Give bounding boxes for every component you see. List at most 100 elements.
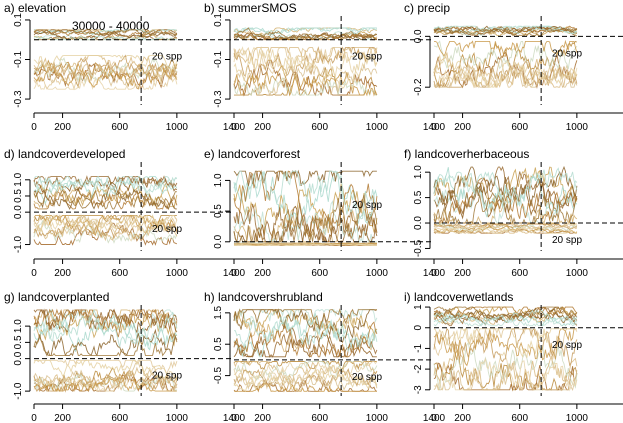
species-trace — [234, 67, 378, 97]
panel-title: a) elevation — [4, 1, 66, 15]
species-trace — [33, 308, 178, 352]
species-trace — [33, 175, 178, 205]
species-count-label: 20 spp — [352, 200, 382, 211]
species-trace — [233, 33, 378, 41]
panel-title: e) landcoverforest — [204, 147, 301, 161]
species-trace — [433, 177, 578, 224]
species-count-label: 20 spp — [152, 52, 182, 63]
species-trace — [433, 223, 578, 230]
species-count-label: 20 spp — [352, 372, 382, 383]
x-tick-label: 1400 — [223, 122, 246, 133]
y-tick-label: 0.0 — [413, 29, 424, 43]
species-trace — [33, 361, 178, 393]
species-trace — [433, 40, 578, 89]
species-trace — [33, 220, 178, 241]
x-tick-label: 600 — [111, 122, 128, 133]
species-trace — [433, 61, 578, 89]
species-trace — [233, 327, 378, 358]
x-tick-label: 600 — [511, 122, 528, 133]
panel-title: g) landcoverplanted — [4, 290, 109, 304]
x-tick-label: 600 — [311, 122, 328, 133]
species-trace — [433, 306, 578, 320]
panel-5: e) landcoverforest 0.0 0.5 1.0 0 200 600 1000 14… — [204, 147, 446, 279]
species-trace — [233, 59, 378, 97]
x-tick-label: 1400 — [423, 413, 446, 423]
species-trace — [233, 63, 378, 97]
y-tick-label: 1.0 — [413, 165, 424, 179]
x-tick-label: 1000 — [166, 122, 189, 133]
x-tick-label: 200 — [254, 122, 271, 133]
species-trace — [233, 27, 378, 41]
species-trace — [433, 328, 577, 367]
species-count-label: 20 spp — [552, 48, 582, 59]
panel-title: c) precip — [404, 1, 450, 15]
species-trace — [233, 367, 378, 391]
species-trace — [233, 194, 378, 244]
species-trace — [233, 205, 378, 243]
panel-title: b) summerSMOS — [204, 1, 297, 15]
x-tick-label: 0 — [431, 268, 437, 279]
x-tick-label: 1000 — [166, 268, 189, 279]
y-tick-label: -0.3 — [13, 90, 24, 108]
x-tick-label: 1400 — [223, 268, 246, 279]
y-tick-label: 1 — [413, 304, 424, 310]
y-tick-label: 0.0 — [13, 351, 24, 365]
species-trace — [433, 223, 578, 233]
species-trace — [33, 328, 178, 357]
trace-lines — [33, 308, 178, 393]
species-trace — [233, 200, 377, 244]
species-trace — [433, 227, 578, 234]
species-trace — [233, 360, 378, 384]
species-trace — [33, 222, 178, 246]
species-count-label: 20 spp — [152, 224, 182, 235]
x-tick-label: 1000 — [366, 268, 389, 279]
trace-lines — [233, 27, 378, 97]
y-tick-label: -0.5 — [213, 367, 224, 385]
x-tick-label: 1400 — [423, 268, 446, 279]
species-trace — [33, 175, 178, 196]
x-tick-label: 0 — [231, 413, 237, 423]
species-trace — [434, 307, 578, 324]
y-tick-label: 0.5 — [413, 190, 424, 204]
species-trace — [34, 359, 178, 375]
species-trace — [33, 308, 178, 332]
species-trace — [33, 308, 178, 340]
species-trace — [433, 306, 578, 318]
species-trace — [33, 62, 178, 90]
panel-4: d) landcoverdeveloped 1.0 0.5 0.0 -1.0 0 200 60… — [4, 147, 246, 279]
species-count-label: 20 spp — [152, 371, 182, 382]
y-tick-label: 0.5 — [13, 189, 24, 203]
species-count-label: 20 spp — [352, 52, 382, 63]
species-trace — [33, 332, 178, 357]
x-tick-label: 1000 — [566, 268, 589, 279]
species-trace — [234, 243, 377, 246]
x-tick-label: 1400 — [223, 413, 246, 423]
x-tick-label: 600 — [511, 413, 528, 423]
species-trace — [433, 225, 578, 234]
y-tick-label: 0.0 — [413, 216, 424, 230]
species-trace — [433, 310, 578, 325]
species-trace — [433, 56, 578, 89]
y-tick-label: 0.1 — [13, 13, 24, 27]
species-trace — [233, 308, 377, 330]
x-tick-label: 200 — [454, 413, 471, 423]
species-trace — [33, 214, 178, 236]
y-tick-label: 1.0 — [13, 172, 24, 186]
panel-title: h) landcovershrubland — [204, 290, 323, 304]
species-trace — [233, 46, 378, 82]
y-tick-label: 0.5 — [13, 335, 24, 349]
x-tick-label: 0 — [31, 268, 37, 279]
species-trace — [33, 54, 178, 79]
species-trace — [233, 170, 378, 238]
species-trace — [233, 65, 378, 97]
panel-7: g) landcoverplanted 1.0 0.5 0.0 -1.0 0 200 600 1… — [4, 290, 246, 423]
species-trace — [434, 39, 578, 57]
trace-lines — [433, 25, 578, 89]
species-trace — [234, 316, 378, 352]
species-trace — [33, 308, 178, 348]
y-tick-label: 1.5 — [213, 305, 224, 319]
y-tick-label: 1.0 — [213, 173, 224, 187]
x-tick-label: 0 — [31, 413, 37, 423]
